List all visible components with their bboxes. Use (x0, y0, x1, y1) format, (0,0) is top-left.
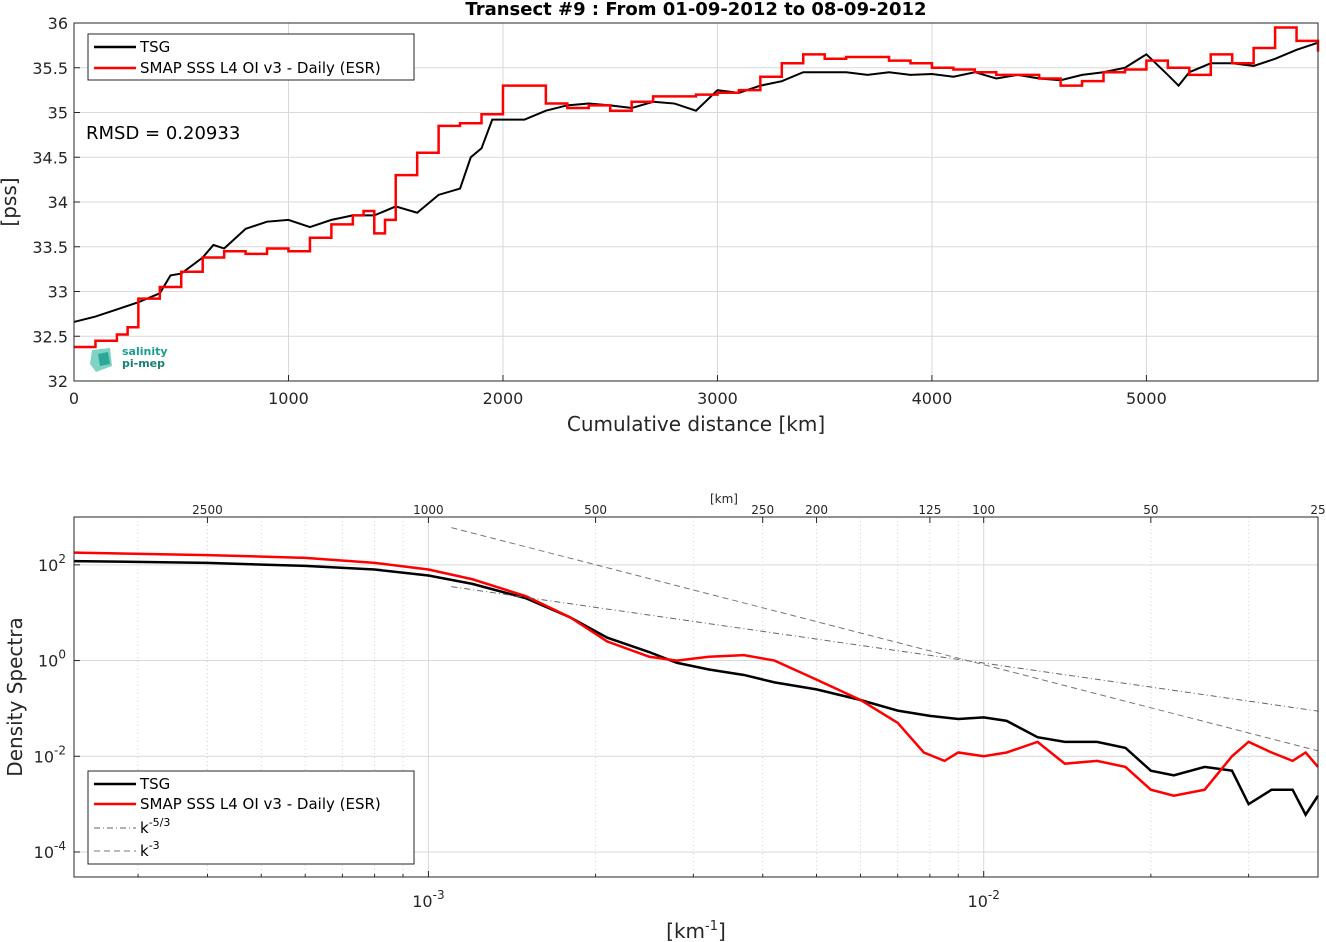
bottom-xlabel-end: ] (718, 919, 726, 942)
bottom-km-tick-label: 1000 (413, 503, 444, 517)
bottom-x-tick-label: 10-2 (968, 888, 1000, 911)
k3-exp: -3 (149, 839, 160, 852)
top-x-tick-label: 0 (69, 389, 79, 408)
bottom-km-tick-label: 125 (918, 503, 941, 517)
logo-text-line1: salinity (122, 345, 168, 358)
bottom-tsg-line (73, 559, 1320, 818)
bottom-xlabel-base: [km (666, 919, 705, 942)
k53-base: k (140, 819, 149, 837)
k3-base: k (140, 842, 149, 860)
bottom-y-axis-title: Density Spectra (3, 617, 27, 776)
top-x-axis-title: Cumulative distance [km] (567, 412, 825, 436)
top-y-axis-title: [pss] (0, 177, 21, 226)
salinity-pi-mep-logo: salinity pi-mep (90, 345, 168, 372)
bottom-k3-line (451, 527, 1319, 752)
top-chart-title: Transect #9 : From 01-09-2012 to 08-09-2… (465, 0, 926, 20)
k53-exp: -5/3 (149, 816, 171, 829)
bottom-km-tick-label: 200 (805, 503, 828, 517)
top-y-tick-label: 36 (48, 14, 68, 33)
top-legend-smap-label: SMAP SSS L4 OI v3 - Daily (ESR) (140, 59, 381, 77)
logo-text-line2: pi-mep (122, 357, 165, 370)
bottom-legend-k53-label: k-5/3 (140, 816, 170, 837)
top-y-tick-label: 35 (48, 104, 68, 123)
top-smap-line (74, 26, 1320, 349)
top-legend-tsg-label: TSG (139, 38, 170, 56)
bottom-plot-frame (73, 516, 1319, 878)
top-chart: 0 1000 2000 3000 4000 5000 32 32.5 33 33.5 34 34.5 3… (0, 0, 1320, 436)
top-y-tick-label: 32.5 (32, 327, 68, 346)
bottom-legend-tsg-label: TSG (139, 775, 170, 793)
bottom-km-tick-label: 2500 (192, 503, 223, 517)
logo-cube-face-icon (98, 352, 110, 366)
top-tsg-line (73, 41, 1319, 323)
bottom-y-tick-label: 10-4 (34, 839, 66, 862)
top-y-tick-label: 33 (48, 283, 68, 302)
bottom-x-axis-title: [km-1] (666, 919, 726, 942)
top-tick-labels: 0 1000 2000 3000 4000 5000 32 32.5 33 33.5 34 34.5 3… (32, 14, 1166, 408)
bottom-km-tick-label: 100 (972, 503, 995, 517)
top-x-tick-label: 2000 (483, 389, 524, 408)
top-y-tick-label: 34.5 (32, 148, 68, 167)
top-y-tick-label: 32 (48, 372, 68, 391)
rmsd-annotation: RMSD = 0.20933 (86, 123, 240, 144)
top-x-tick-label: 4000 (912, 389, 953, 408)
bottom-km-tick-label: 50 (1143, 503, 1158, 517)
bottom-top-axis-title: [km] (710, 492, 738, 506)
bottom-legend: TSG SMAP SSS L4 OI v3 - Daily (ESR) k-5/… (87, 770, 415, 865)
top-y-tick-label: 34 (48, 193, 68, 212)
bottom-km-tick-label: 250 (751, 503, 774, 517)
bottom-y-tick-label: 102 (38, 552, 66, 575)
bottom-tick-labels: 10-4 10-2 100 102 10-3 10-2 2500 1000 500 250 200 1… (34, 503, 1326, 911)
bottom-chart: 10-4 10-2 100 102 10-3 10-2 2500 1000 500 250 200 1… (3, 492, 1326, 942)
top-y-tick-label: 33.5 (32, 238, 68, 257)
top-y-tick-label: 35.5 (32, 59, 68, 78)
top-x-tick-label: 1000 (268, 389, 309, 408)
bottom-legend-smap-label: SMAP SSS L4 OI v3 - Daily (ESR) (140, 795, 381, 813)
bottom-legend-box (87, 770, 415, 865)
bottom-series-group (73, 527, 1320, 818)
bottom-y-tick-label: 100 (38, 648, 66, 671)
top-x-tick-label: 5000 (1126, 389, 1167, 408)
bottom-legend-k3-label: k-3 (140, 839, 160, 860)
bottom-smap-line (73, 551, 1319, 797)
bottom-y-tick-label: 10-2 (34, 743, 66, 766)
bottom-xlabel-exp: -1 (705, 919, 718, 934)
top-x-tick-label: 3000 (697, 389, 738, 408)
bottom-k53-line (451, 586, 1319, 712)
top-legend: TSG SMAP SSS L4 OI v3 - Daily (ESR) (87, 33, 415, 81)
bottom-km-tick-label: 25 (1310, 503, 1325, 517)
top-series-group (73, 26, 1320, 349)
bottom-km-tick-label: 500 (584, 503, 607, 517)
bottom-x-tick-label: 10-3 (412, 888, 444, 911)
top-legend-box (87, 33, 415, 81)
